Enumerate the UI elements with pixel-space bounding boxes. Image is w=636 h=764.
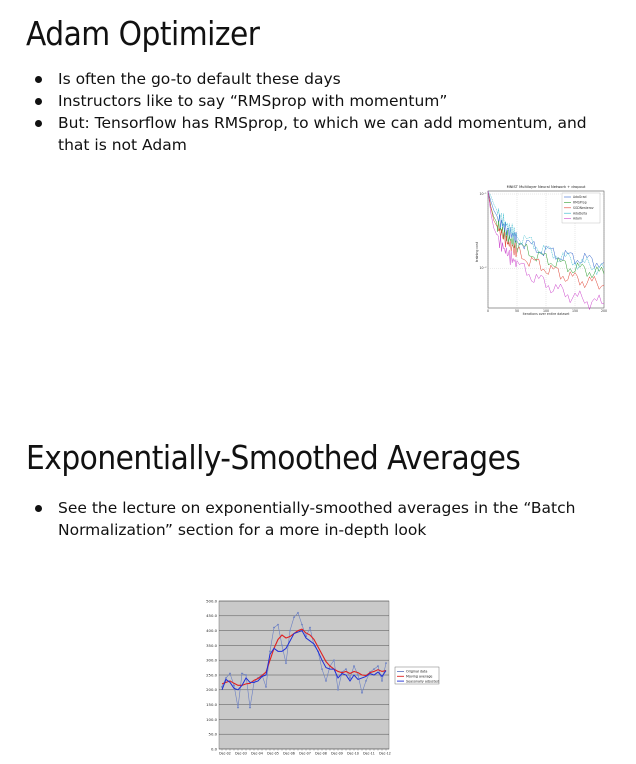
ema-data-point	[268, 650, 272, 653]
adam-legend-label: SGDNesterov	[573, 206, 594, 210]
adam-series-line-adadelta	[487, 190, 605, 276]
ema-y-tick-label: 400.0	[206, 628, 217, 633]
ema-legend-label: Moving average	[406, 675, 432, 679]
bullet-list-ema: See the lecture on exponentially-smoothe…	[30, 497, 620, 541]
ema-data-point	[380, 679, 384, 683]
adam-x-tick-label: 150	[572, 309, 578, 313]
adam-series-line-adam	[487, 190, 605, 311]
ema-series-line-1	[221, 628, 387, 686]
ema-data-point	[292, 616, 296, 619]
ema-data-point	[376, 665, 380, 668]
ema-y-tick-label: 300.0	[206, 658, 217, 663]
ema-data-point	[344, 667, 348, 671]
ema-data-point	[364, 679, 368, 683]
ema-y-tick-label: 500.0	[206, 598, 217, 603]
adam-y-tick-label: 10⁻²	[479, 266, 487, 270]
ema-data-point	[336, 688, 340, 691]
ema-x-tick-label: Dec-03	[235, 752, 247, 756]
ema-data-point	[288, 629, 292, 632]
ema-data-point	[332, 659, 336, 662]
adam-legend-label: AdaDelta	[573, 211, 587, 215]
ema-data-point	[384, 662, 388, 665]
ema-x-tick-label: Dec-10	[347, 752, 359, 756]
ema-x-tick-label: Dec-04	[251, 752, 263, 756]
ema-data-point	[300, 623, 304, 626]
ema-data-point	[372, 667, 376, 671]
ema-data-point	[264, 685, 268, 688]
ema-data-point	[360, 691, 364, 694]
ema-data-point	[340, 670, 344, 674]
ema-legend-label: Original data	[406, 670, 427, 674]
ema-x-tick-label: Dec-11	[363, 752, 375, 756]
ema-y-tick-label: 250.0	[206, 672, 217, 677]
ema-y-tick-label: 200.0	[206, 687, 217, 692]
adam-legend-label: Adam	[573, 217, 582, 221]
ema-y-tick-label: 0.0	[211, 746, 218, 751]
slide-title-adam: Adam Optimizer	[26, 14, 260, 53]
adam-x-tick-label: 200	[601, 309, 607, 313]
ema-data-point	[352, 665, 356, 668]
ema-data-point	[356, 673, 360, 677]
bullet-list-adam: Is often the go-to default these days In…	[30, 68, 620, 156]
ema-data-point	[296, 611, 300, 614]
ema-x-tick-label: Dec-06	[283, 752, 295, 756]
ema-data-point	[320, 667, 324, 671]
adam-legend-label: RMSProp	[573, 201, 587, 205]
slide-title-ema: Exponentially-Smoothed Averages	[26, 438, 521, 477]
ema-x-tick-label: Dec-07	[299, 752, 311, 756]
ema-y-tick-label: 100.0	[206, 717, 217, 722]
ema-data-point	[324, 679, 328, 683]
adam-x-tick-label: 0	[487, 309, 489, 313]
ema-data-point	[348, 676, 352, 680]
ema-data-point	[284, 662, 288, 665]
adam-chart-title: MNIST Multilayer Neural Network + dropou…	[507, 185, 586, 189]
bullet-item: But: Tensorflow has RMSprop, to which we…	[30, 112, 620, 156]
ema-data-point	[220, 685, 224, 688]
adam-y-axis-label: training cost	[475, 241, 479, 262]
ema-data-point	[236, 706, 240, 709]
ema-x-tick-label: Dec-12	[379, 752, 391, 756]
ema-data-point	[276, 623, 280, 626]
ema-data-point	[248, 706, 252, 709]
ema-chart-svg: 500.0 450.0 400.0 350.0 300.0 250.0 200.0 150.0…	[197, 593, 441, 760]
ema-y-tick-label: 150.0	[206, 702, 217, 707]
adam-y-tick-label: 10⁻¹	[479, 192, 487, 196]
adam-x-tick-label: 50	[515, 309, 519, 313]
ema-data-point	[280, 644, 284, 647]
ema-y-tick-label: 50.0	[209, 732, 218, 737]
adam-x-tick-label: 100	[543, 309, 549, 313]
ema-chart: 500.0 450.0 400.0 350.0 300.0 250.0 200.0 150.0…	[197, 593, 441, 760]
ema-x-tick-label: Dec-08	[315, 752, 327, 756]
ema-x-tick-label: Dec-05	[267, 752, 279, 756]
ema-data-point	[272, 626, 276, 629]
bullet-item: Is often the go-to default these days	[30, 68, 620, 90]
ema-legend-box	[394, 666, 440, 685]
ema-y-tick-label: 350.0	[206, 643, 217, 648]
adam-series-line-rmsprop	[487, 190, 605, 279]
bullet-item: See the lecture on exponentially-smoothe…	[30, 497, 620, 541]
ema-series-line-2	[221, 629, 387, 691]
ema-data-point	[244, 673, 248, 677]
adam-chart-svg: MNIST Multilayer Neural Network + dropou…	[474, 182, 610, 316]
adam-comparison-chart: MNIST Multilayer Neural Network + dropou…	[474, 182, 610, 316]
adam-series-line-sgdnesterov	[487, 190, 605, 290]
ema-x-tick-label: Dec-02	[219, 752, 231, 756]
ema-data-point	[368, 670, 372, 674]
adam-legend-label: AdaGrad	[573, 195, 586, 199]
adam-x-axis-label: iterations over entire dataset	[523, 312, 570, 316]
ema-y-tick-label: 450.0	[206, 613, 217, 618]
bullet-item: Instructors like to say “RMSprop with mo…	[30, 90, 620, 112]
ema-x-tick-label: Dec-09	[331, 752, 343, 756]
adam-series-line-adagrad	[487, 190, 605, 269]
ema-legend-label: Seasonally adjusted	[406, 679, 439, 683]
ema-data-point	[308, 626, 312, 629]
